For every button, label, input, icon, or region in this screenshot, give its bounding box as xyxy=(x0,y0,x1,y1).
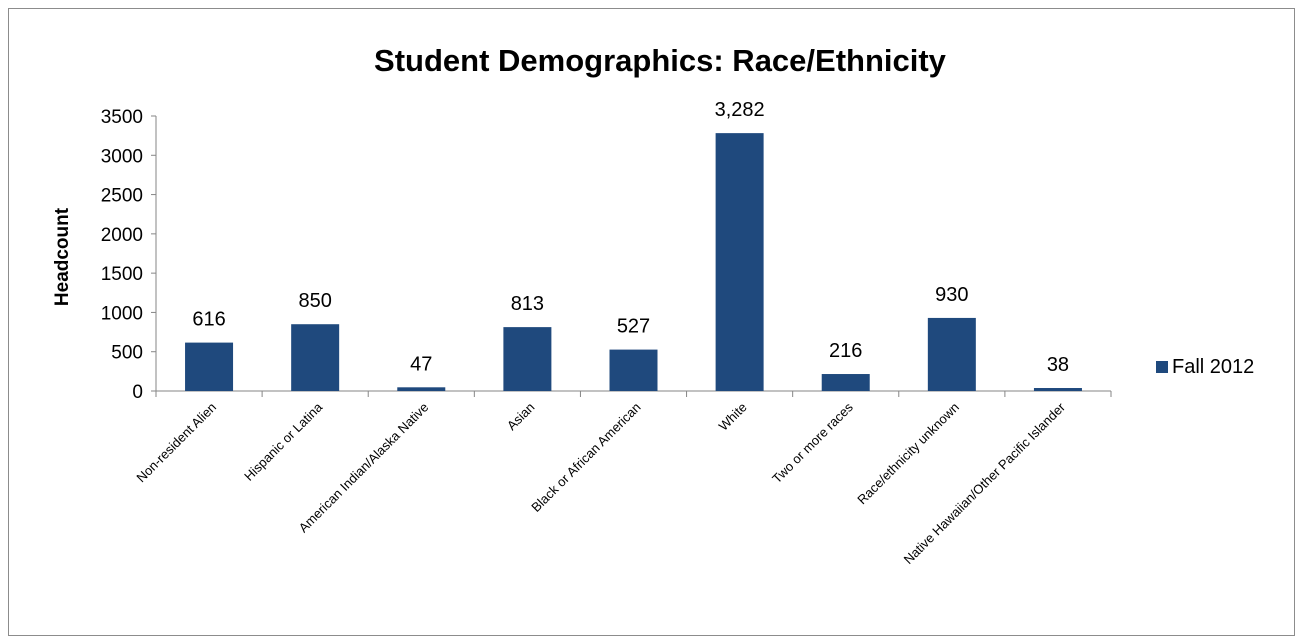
chart-title: Student Demographics: Race/Ethnicity xyxy=(374,43,947,78)
data-label: 38 xyxy=(1047,354,1069,376)
y-tick-label: 1500 xyxy=(101,264,143,285)
data-label: 930 xyxy=(935,284,968,306)
x-tick-label: Hispanic or Latina xyxy=(241,399,326,484)
data-labels: 616 850 47 813 527 3,282 216 930 38 xyxy=(192,99,1069,376)
y-tick-label: 3000 xyxy=(101,146,143,167)
data-label: 850 xyxy=(298,290,331,312)
bar xyxy=(927,317,976,391)
legend-label: Fall 2012 xyxy=(1172,356,1254,378)
y-axis-ticks: 0 500 1000 1500 2000 2500 3000 3500 xyxy=(101,107,156,403)
bar xyxy=(185,342,234,391)
data-label: 527 xyxy=(617,316,650,338)
x-tick-label: White xyxy=(716,400,750,434)
y-tick-label: 0 xyxy=(132,382,143,403)
bar xyxy=(609,349,658,391)
bar xyxy=(821,374,870,391)
y-tick-label: 1000 xyxy=(101,303,143,324)
data-label: 3,282 xyxy=(715,99,765,121)
y-axis-title: Headcount xyxy=(52,207,73,306)
bar-chart: Student Demographics: Race/Ethnicity Hea… xyxy=(52,43,1254,567)
bar xyxy=(1033,388,1082,391)
x-tick-label: American Indian/Alaska Native xyxy=(296,400,432,536)
y-tick-label: 2000 xyxy=(101,225,143,246)
bar xyxy=(291,324,340,391)
chart-frame: Student Demographics: Race/Ethnicity Hea… xyxy=(8,8,1295,636)
x-tick-label: Black or African American xyxy=(528,400,643,515)
y-tick-label: 2500 xyxy=(101,186,143,207)
y-tick-label: 500 xyxy=(111,343,143,364)
data-label: 47 xyxy=(410,353,432,375)
bar xyxy=(397,387,446,391)
data-label: 216 xyxy=(829,340,862,362)
bar xyxy=(715,133,764,391)
x-tick-label: Asian xyxy=(504,400,538,434)
data-label: 616 xyxy=(192,309,225,331)
bar xyxy=(503,327,552,391)
legend-swatch xyxy=(1156,361,1168,373)
x-tick-label: Non-resident Alien xyxy=(133,400,219,486)
x-tick-label: Two or more races xyxy=(769,399,856,486)
legend: Fall 2012 xyxy=(1156,356,1254,378)
data-label: 813 xyxy=(511,293,544,315)
x-axis-labels: Non-resident Alien Hispanic or LatinaAmer… xyxy=(133,399,1068,567)
bars xyxy=(185,133,1082,391)
y-tick-label: 3500 xyxy=(101,107,143,128)
x-tick-label: Race/ethnicity unknown xyxy=(854,400,962,508)
